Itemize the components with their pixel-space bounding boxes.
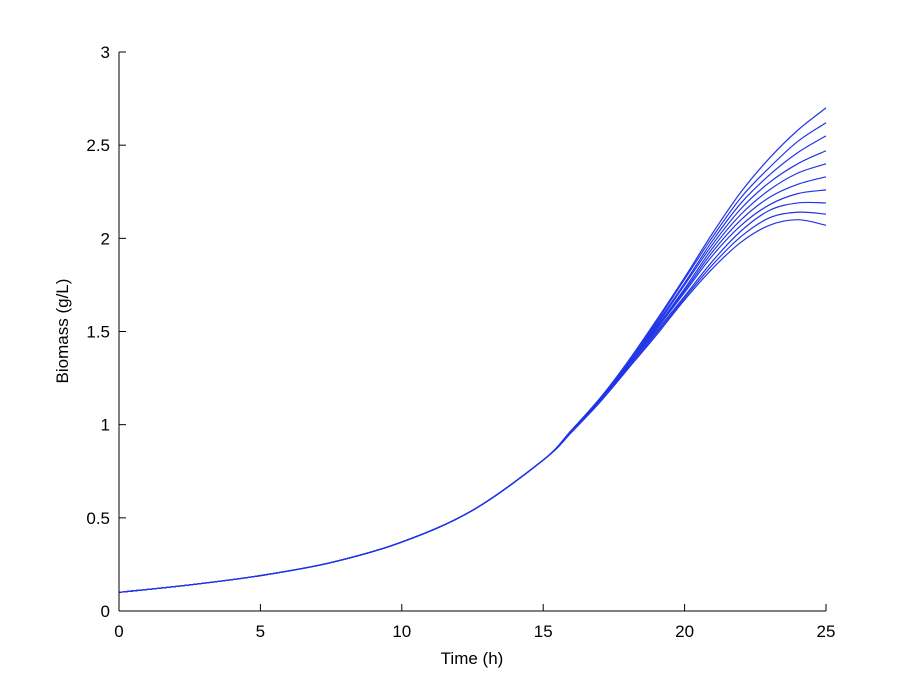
x-tick-label: 10 bbox=[392, 622, 411, 641]
series-line-10 bbox=[118, 107, 827, 593]
x-tick-label: 5 bbox=[256, 622, 265, 641]
x-tick-label: 20 bbox=[675, 622, 694, 641]
x-tick-label: 0 bbox=[114, 622, 123, 641]
x-tick-label: 25 bbox=[817, 622, 836, 641]
y-tick-label: 3 bbox=[101, 43, 110, 62]
y-tick-label: 2 bbox=[101, 229, 110, 248]
y-tick-label: 1 bbox=[101, 416, 110, 435]
x-axis-title: Time (h) bbox=[441, 649, 504, 668]
y-tick-group: 0 0.5 1 1.5 2 2.5 3 bbox=[86, 43, 126, 621]
y-tick-label: 0 bbox=[101, 602, 110, 621]
x-tick-group: 0 5 10 15 20 25 bbox=[114, 604, 835, 641]
y-tick-label: 2.5 bbox=[86, 136, 110, 155]
y-tick-label: 0.5 bbox=[86, 509, 110, 528]
x-tick-label: 15 bbox=[534, 622, 553, 641]
series-layer bbox=[118, 107, 827, 593]
y-tick-label: 1.5 bbox=[86, 323, 110, 342]
y-axis-title: Biomass (g/L) bbox=[53, 279, 72, 384]
